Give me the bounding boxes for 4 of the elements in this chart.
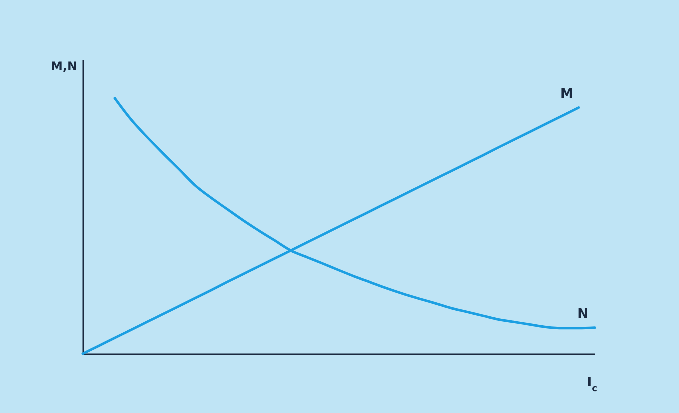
series-label: N [578, 306, 588, 322]
x-axis-title: I$_{c}$ [587, 376, 598, 394]
series-label: M [560, 86, 574, 102]
y-axis-title: M,N [50, 60, 78, 74]
